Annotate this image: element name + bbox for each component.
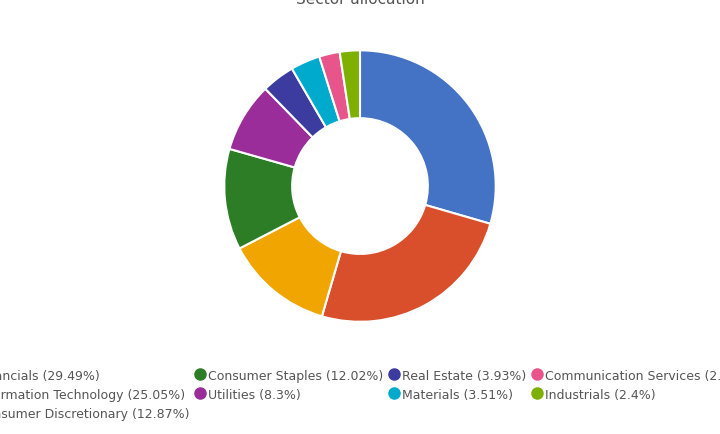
Wedge shape [340,51,360,120]
Wedge shape [225,150,300,249]
Wedge shape [292,57,340,128]
Wedge shape [240,218,341,316]
Wedge shape [322,205,490,322]
Legend: Financials (29.49%), Information Technology (25.05%), Consumer Discretionary (12: Financials (29.49%), Information Technol… [0,369,720,420]
Wedge shape [230,89,312,168]
Wedge shape [266,69,326,138]
Title: Sector allocation: Sector allocation [296,0,424,7]
Wedge shape [319,53,350,122]
Wedge shape [360,51,495,224]
